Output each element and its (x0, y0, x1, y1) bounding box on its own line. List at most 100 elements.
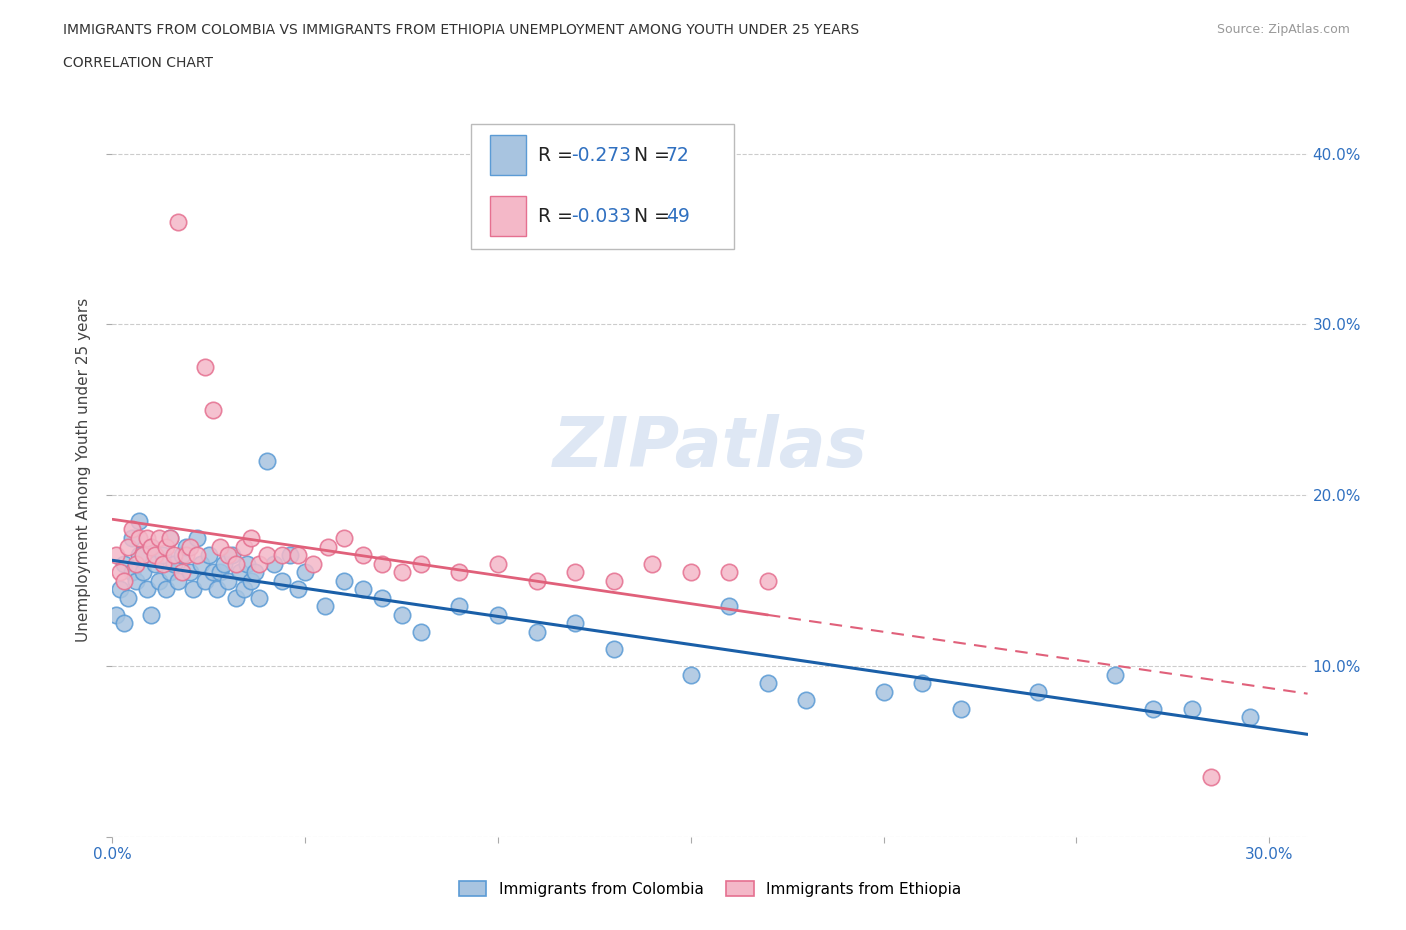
Point (228, 565, 250, 579)
Point (271, 548, 294, 563)
Point (1026, 684, 1049, 699)
Point (409, 556, 432, 571)
Point (371, 591, 394, 605)
Point (1239, 710, 1261, 724)
Point (194, 573, 217, 588)
Point (128, 513, 150, 528)
Point (179, 539, 201, 554)
Point (209, 539, 232, 554)
Point (225, 591, 247, 605)
Point (121, 530, 143, 545)
Point (756, 676, 779, 691)
Point (139, 607, 162, 622)
Point (143, 548, 166, 563)
Point (190, 556, 212, 571)
Point (124, 573, 146, 588)
Point (217, 573, 239, 588)
Point (159, 565, 181, 579)
Point (352, 548, 374, 563)
Point (112, 616, 135, 631)
Point (236, 556, 259, 571)
Point (205, 582, 228, 597)
Point (232, 539, 254, 554)
Point (170, 548, 193, 563)
Text: R =: R = (538, 206, 579, 226)
Point (117, 591, 139, 605)
Point (391, 565, 413, 579)
Point (139, 539, 162, 554)
Point (796, 693, 818, 708)
Point (159, 530, 181, 545)
Point (271, 573, 294, 588)
Point (949, 701, 972, 716)
FancyBboxPatch shape (471, 125, 734, 249)
Point (105, 607, 128, 622)
Point (225, 556, 247, 571)
Point (449, 599, 471, 614)
Point (214, 556, 236, 571)
Point (278, 548, 301, 563)
Point (152, 556, 174, 571)
Point (872, 684, 894, 699)
Point (221, 548, 243, 563)
Point (217, 548, 239, 563)
Point (314, 599, 336, 614)
Point (602, 573, 624, 588)
Point (194, 360, 217, 375)
Point (294, 565, 316, 579)
Point (1104, 667, 1126, 682)
Y-axis label: Unemployment Among Youth under 25 years: Unemployment Among Youth under 25 years (76, 298, 91, 642)
Text: IMMIGRANTS FROM COLOMBIA VS IMMIGRANTS FROM ETHIOPIA UNEMPLOYMENT AMONG YOUTH UN: IMMIGRANTS FROM COLOMBIA VS IMMIGRANTS F… (63, 23, 859, 37)
Point (179, 565, 201, 579)
Text: N =: N = (621, 146, 675, 165)
Point (1199, 770, 1222, 785)
Point (155, 539, 177, 554)
Point (287, 582, 309, 597)
Point (526, 573, 548, 588)
Text: -0.033: -0.033 (571, 206, 631, 226)
Point (167, 215, 190, 230)
Point (756, 573, 779, 588)
Point (333, 573, 356, 588)
FancyBboxPatch shape (491, 135, 526, 176)
Text: R =: R = (538, 146, 579, 165)
Point (152, 548, 174, 563)
Point (132, 565, 155, 579)
Point (1181, 701, 1204, 716)
Point (449, 565, 471, 579)
Point (486, 607, 509, 622)
Point (124, 556, 146, 571)
Point (391, 607, 413, 622)
Point (163, 556, 186, 571)
Point (105, 548, 128, 563)
Point (718, 599, 741, 614)
Text: CORRELATION CHART: CORRELATION CHART (63, 56, 214, 70)
Point (170, 565, 193, 579)
Point (240, 573, 263, 588)
Point (167, 573, 190, 588)
Point (186, 530, 208, 545)
Point (564, 565, 586, 579)
Point (186, 548, 208, 563)
Text: Source: ZipAtlas.com: Source: ZipAtlas.com (1216, 23, 1350, 36)
Point (256, 454, 278, 469)
FancyBboxPatch shape (491, 196, 526, 236)
Point (247, 556, 270, 571)
Point (148, 530, 170, 545)
Point (132, 548, 155, 563)
Point (371, 556, 394, 571)
Text: 49: 49 (666, 206, 690, 226)
Point (128, 548, 150, 563)
Point (148, 573, 170, 588)
Point (486, 556, 509, 571)
Point (409, 625, 432, 640)
Point (139, 539, 162, 554)
Point (243, 565, 266, 579)
Point (136, 582, 159, 597)
Point (526, 625, 548, 640)
Point (256, 548, 278, 563)
Point (602, 642, 624, 657)
Point (352, 582, 374, 597)
Point (108, 582, 131, 597)
Point (302, 556, 325, 571)
